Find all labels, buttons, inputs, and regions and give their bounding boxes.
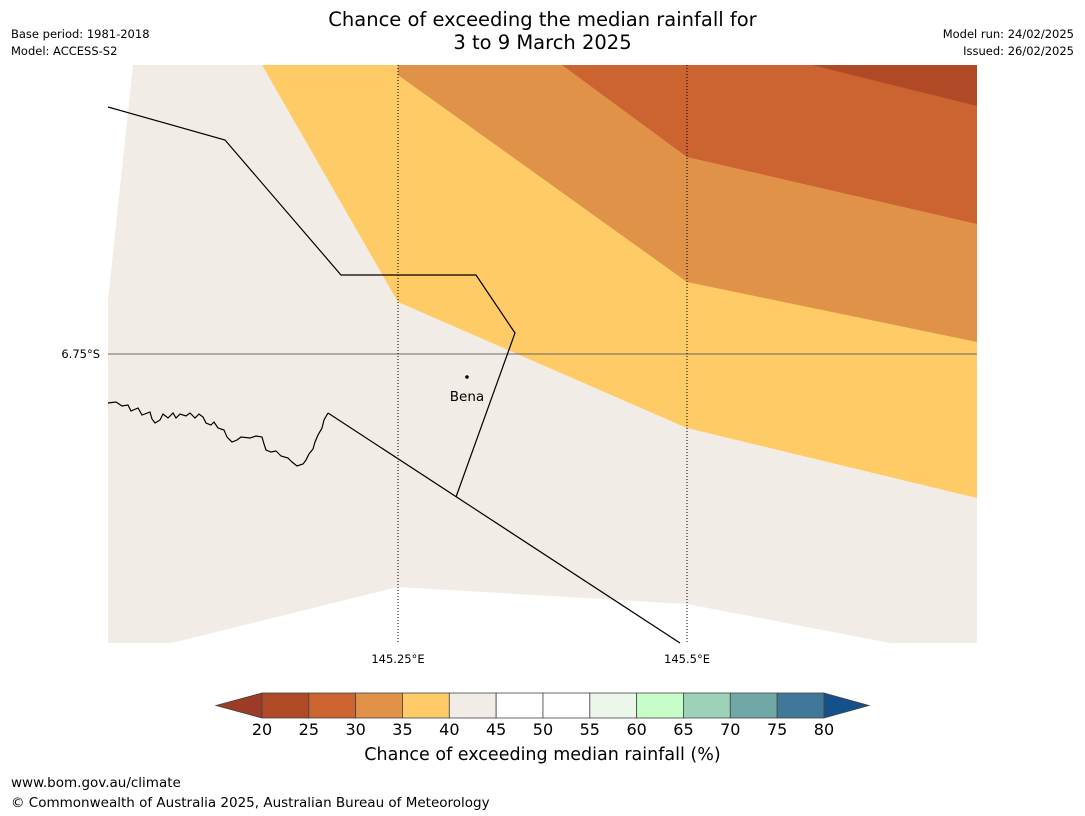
province-boundary-south xyxy=(327,412,681,644)
colorbar-tick-45: 45 xyxy=(485,720,507,739)
colorbar-swatch-55-60 xyxy=(589,692,638,719)
colorbar-extend-high xyxy=(823,692,871,719)
meta-right: Model run: 24/02/2025 Issued: 26/02/2025 xyxy=(943,26,1074,60)
model-run-text: Model run: 24/02/2025 xyxy=(942,27,1074,41)
coastline xyxy=(107,401,329,467)
colorbar-swatch-40-45 xyxy=(448,692,497,719)
colorbar-swatch-30-35 xyxy=(355,692,403,719)
colorbar-swatch-35-40 xyxy=(402,692,450,719)
footer-url: www.bom.gov.au/climate xyxy=(11,775,181,791)
title-line-1: Chance of exceeding the median rainfall … xyxy=(328,8,757,31)
colorbar-tick-40: 40 xyxy=(439,720,460,739)
colorbar-swatch-45-50 xyxy=(495,692,544,719)
colorbar-swatch-50-55 xyxy=(542,692,591,719)
colorbar-tick-50: 50 xyxy=(532,720,554,739)
colorbar-swatch-25-30 xyxy=(308,692,357,719)
band-20-25 xyxy=(812,65,977,106)
meta-left: Base period: 1981-2018 Model: ACCESS-S2 xyxy=(11,26,150,60)
title-line-2: 3 to 9 March 2025 xyxy=(453,31,632,54)
chart-title: Chance of exceeding the median rainfall … xyxy=(0,8,1085,54)
colorbar-tick-60: 60 xyxy=(626,720,647,739)
colorbar-tick-20: 20 xyxy=(251,720,273,739)
town-label-bena: Bena xyxy=(450,389,484,405)
colorbar-tick-80: 80 xyxy=(813,720,835,739)
footer-copyright: © Commonwealth of Australia 2025, Austra… xyxy=(11,795,490,811)
colorbar-swatch-20-25 xyxy=(261,692,310,719)
colorbar-swatch-70-75 xyxy=(729,692,778,719)
colorbar-tick-55: 55 xyxy=(579,720,600,739)
model-text: Model: ACCESS-S2 xyxy=(11,44,118,58)
colorbar-extend-low xyxy=(214,692,263,719)
colorbar-swatch-75-80 xyxy=(776,692,825,719)
colorbar-swatch-65-70 xyxy=(683,692,731,719)
colorbar-swatch-60-65 xyxy=(636,692,684,719)
rainfall-map: Bena 6.75°S 145.25°E 145.5°E xyxy=(61,65,977,666)
latitude-label: 6.75°S xyxy=(61,347,100,361)
colorbar-tick-70: 70 xyxy=(720,720,741,739)
colorbar-swatches xyxy=(214,692,871,719)
colorbar-title: Chance of exceeding median rainfall (%) xyxy=(364,745,721,765)
colorbar-tick-75: 75 xyxy=(766,720,788,739)
town-marker-bena xyxy=(465,375,469,379)
colorbar-tick-65: 65 xyxy=(673,720,694,739)
longitude-label-145-25: 145.25°E xyxy=(371,652,424,666)
issued-text: Issued: 26/02/2025 xyxy=(963,44,1074,58)
colorbar-tick-25: 25 xyxy=(298,720,320,739)
longitude-label-145-5: 145.5°E xyxy=(664,652,710,666)
base-period-text: Base period: 1981-2018 xyxy=(11,27,150,41)
colorbar-tick-35: 35 xyxy=(392,720,413,739)
colorbar-tick-30: 30 xyxy=(345,720,366,739)
province-boundary xyxy=(107,106,516,498)
band-25-30 xyxy=(562,65,977,224)
colorbar xyxy=(214,692,871,719)
